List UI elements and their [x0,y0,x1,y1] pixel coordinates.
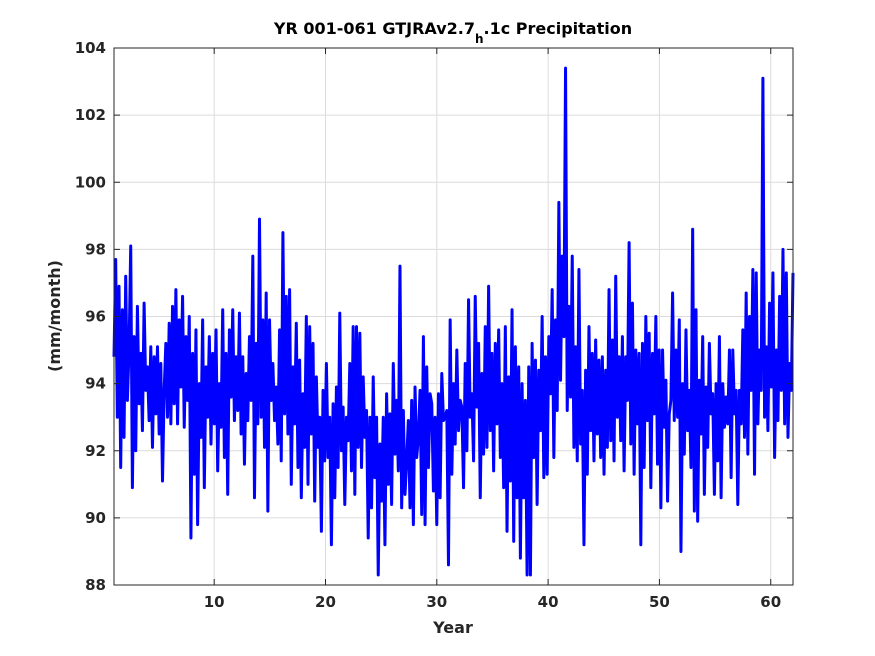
y-tick-label: 92 [85,442,106,460]
y-tick-label: 96 [85,308,106,326]
x-tick-label: 60 [760,593,781,611]
x-tick-label: 10 [204,593,225,611]
y-tick-label: 104 [75,39,106,57]
precipitation-series-line [112,66,795,577]
y-tick-label: 94 [85,375,106,393]
data-line-group [112,66,795,577]
y-tick-label: 88 [85,576,106,594]
y-tick-label: 102 [75,106,106,124]
chart-title-main: YR 001-061 GTJRAv2.7 [273,19,475,38]
y-tick-label: 90 [85,509,106,527]
x-tick-label: 30 [426,593,447,611]
chart-title-tail: .1c Precipitation [484,19,633,38]
x-tick-label: 40 [538,593,559,611]
chart-title: YR 001-061 GTJRAv2.7h.1c Precipitation [273,19,632,46]
y-tick-label: 98 [85,240,106,258]
y-tick-label: 100 [75,173,106,191]
x-tick-label: 20 [315,593,336,611]
chart-title-subscript: h [475,32,484,46]
x-tick-label: 50 [649,593,670,611]
axis-ticks: 10 20 30 40 50 60 88 90 92 94 96 98 100 102 104 [75,39,793,611]
x-axis-label: Year [432,618,473,637]
y-axis-label: (mm/month) [45,260,64,372]
